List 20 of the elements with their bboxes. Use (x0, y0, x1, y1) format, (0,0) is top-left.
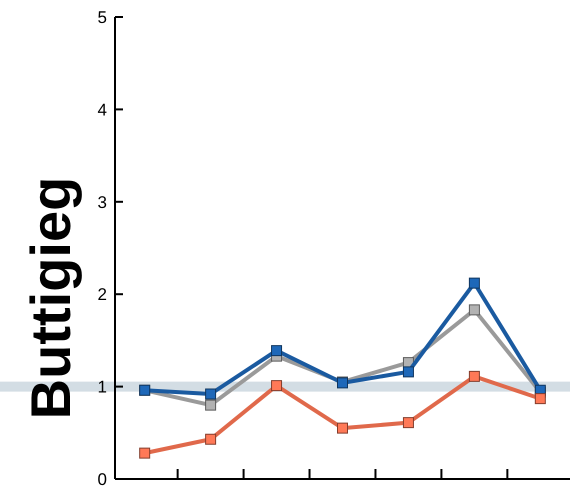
point (402, 417, 414, 428)
point (468, 278, 480, 289)
point (205, 388, 216, 400)
point (402, 366, 414, 378)
point (139, 448, 150, 459)
point (205, 434, 216, 445)
y-tick-label: 3 (98, 192, 107, 212)
point (468, 304, 480, 316)
point (205, 400, 216, 411)
point (271, 380, 282, 392)
y-tick-label: 1 (98, 378, 107, 397)
y-tick-label: 2 (98, 285, 107, 304)
point (534, 393, 546, 404)
point (337, 422, 348, 434)
y-tick-label: 4 (98, 100, 107, 120)
y-axis-title: Buttigieg (19, 176, 82, 420)
y-tick-label: 0 (98, 470, 107, 489)
point (271, 345, 282, 356)
point (468, 370, 480, 382)
y-tick-label: 5 (98, 8, 107, 27)
